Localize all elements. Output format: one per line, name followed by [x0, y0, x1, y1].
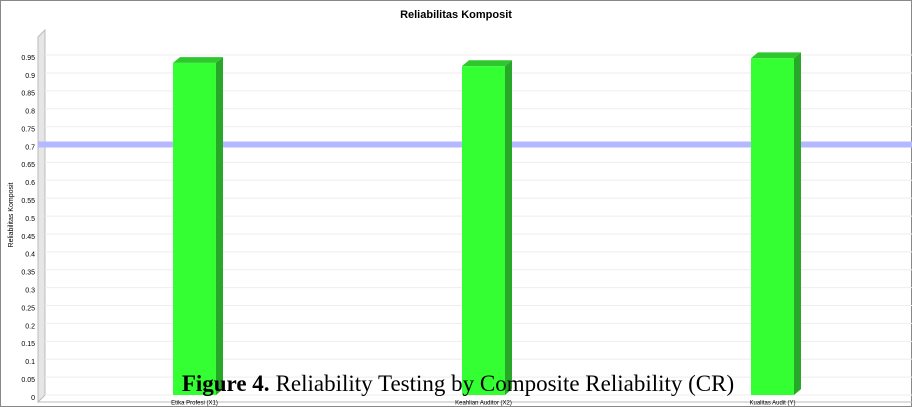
y-tick-label: 0.8	[25, 109, 35, 116]
x-tick-label: Kualitas Audit (Y)	[749, 401, 795, 407]
y-tick-label: 0.1	[25, 359, 35, 366]
y-tick-label: 0.85	[21, 91, 35, 98]
y-tick-label: 0.05	[21, 377, 35, 384]
bar-top	[751, 52, 801, 59]
bar	[173, 57, 223, 396]
caption-label: Figure 4.	[182, 371, 270, 396]
bar-front	[173, 62, 216, 395]
figure-caption: Figure 4. Reliability Testing by Composit…	[182, 371, 734, 396]
y-tick-label: 0.15	[21, 341, 35, 348]
bar	[462, 60, 512, 396]
bar-top	[173, 57, 223, 63]
bar-top	[462, 60, 512, 67]
y-tick-label: 0.35	[21, 270, 35, 277]
caption-text: Reliability Testing by Composite Reliabi…	[276, 371, 735, 396]
y-tick-label: 0.3	[25, 287, 35, 294]
x-tick-label: Keahlian Auditor (X2)	[455, 401, 512, 407]
y-tick-label: 0.5	[25, 216, 35, 223]
y-tick-label: 0.9	[25, 73, 35, 80]
bar-front	[751, 58, 794, 396]
bar	[751, 52, 801, 396]
bar-side	[216, 57, 223, 396]
y-tick-label: 0.2	[25, 323, 35, 330]
y-tick-label: 0.4	[25, 252, 35, 259]
y-tick-label: 0.7	[25, 144, 35, 151]
y-tick-label: 0.65	[21, 162, 35, 169]
axis-wall	[37, 28, 46, 404]
chart-title: Reliabilitas Komposit	[400, 9, 512, 21]
y-tick-label: 0.25	[21, 305, 35, 312]
bar-side	[505, 60, 512, 395]
y-tick-label: 0.45	[21, 234, 35, 241]
y-tick-label: 0.75	[21, 126, 35, 133]
y-axis-label: Reliabilitas Komposit	[8, 182, 15, 247]
bar-front	[462, 66, 505, 396]
bar-side	[794, 52, 801, 395]
x-tick-label: Etika Profesi (X1)	[171, 401, 218, 407]
y-tick-label: 0.55	[21, 198, 35, 205]
y-tick-label: 0.6	[25, 180, 35, 187]
y-tick-label: 0.95	[21, 55, 35, 62]
y-tick-label: 0	[31, 395, 35, 402]
